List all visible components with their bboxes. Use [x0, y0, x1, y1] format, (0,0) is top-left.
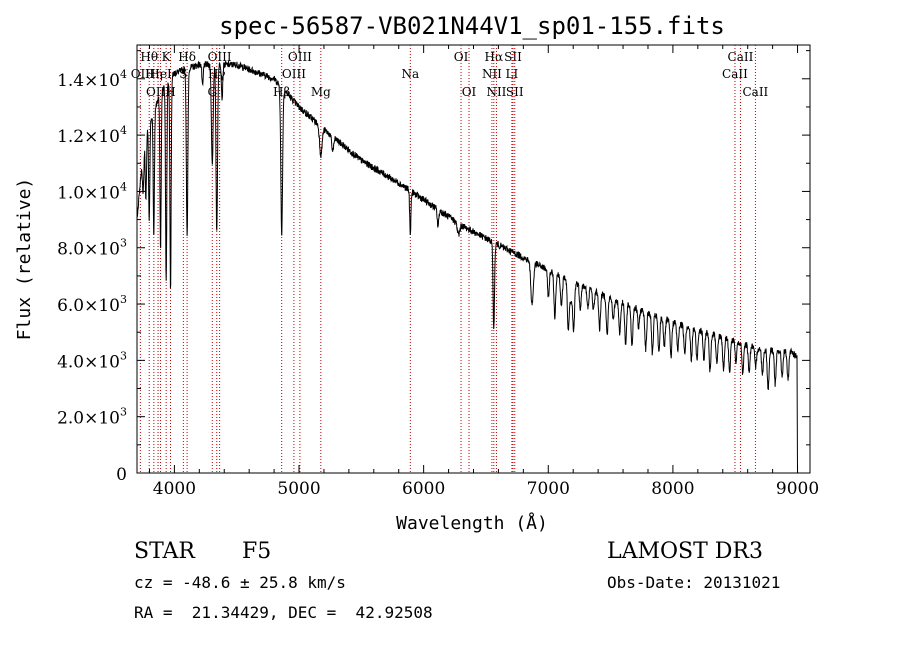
- line-marker-label: Hα: [485, 50, 504, 64]
- line-marker-label: CaII: [728, 50, 754, 64]
- y-tick-label: 8.0×103: [57, 237, 127, 260]
- line-marker-label: NII: [486, 85, 506, 99]
- survey-name: LAMOST DR3: [607, 539, 763, 564]
- y-tick-mantissa: 6.0×10: [57, 296, 120, 316]
- observation-date: Obs-Date: 20131021: [607, 573, 781, 592]
- object-subclass: F5: [242, 539, 272, 564]
- x-tick-label: 9000: [776, 479, 819, 499]
- line-marker-label: OI: [454, 50, 469, 64]
- line-marker-label: G: [207, 85, 217, 99]
- y-tick-label: 1.2×104: [57, 124, 127, 147]
- line-marker-label: OII: [131, 67, 151, 81]
- y-axis-label: Flux (relative): [14, 178, 35, 341]
- line-marker-label: CaII: [742, 85, 768, 99]
- y-tick-label: 0: [116, 465, 127, 485]
- line-marker-label: Hδ: [178, 50, 196, 64]
- y-tick-mantissa: 0: [116, 465, 127, 485]
- line-marker-label: S: [179, 67, 187, 81]
- y-tick-mantissa: 2.0×10: [57, 409, 120, 429]
- y-tick-mantissa: 4.0×10: [57, 352, 120, 372]
- x-tick-label: 6000: [402, 479, 445, 499]
- y-tick-label: 6.0×103: [57, 293, 127, 316]
- x-tick-label: 5000: [277, 479, 320, 499]
- plot-frame: [136, 44, 811, 474]
- y-tick-exponent: 4: [120, 124, 127, 137]
- line-marker-label: SII: [504, 50, 522, 64]
- y-tick-exponent: 3: [120, 293, 127, 306]
- y-tick-exponent: 3: [120, 349, 127, 362]
- y-tick-label: 1.4×104: [57, 68, 127, 91]
- redshift-velocity: cz = -48.6 ± 25.8 km/s: [134, 573, 346, 592]
- line-marker-label: Na: [401, 67, 419, 81]
- line-marker-label: OIII: [282, 67, 306, 81]
- spectrum-line: [136, 60, 798, 474]
- line-marker-label: LI: [506, 67, 519, 81]
- y-tick-exponent: 3: [120, 406, 127, 419]
- y-tick-mantissa: 1.2×10: [57, 127, 120, 147]
- line-marker-label: Hβ: [273, 85, 290, 99]
- line-marker-label: SII: [506, 85, 524, 99]
- object-class: STAR: [134, 539, 195, 564]
- y-tick-mantissa: 1.4×10: [57, 71, 120, 91]
- y-tick-exponent: 4: [120, 68, 127, 81]
- y-tick-label: 4.0×103: [57, 349, 127, 372]
- axis-ticks: 4000 5000 6000 7000 8000 900002.0×1034.0×1036…: [57, 45, 819, 499]
- line-marker-label: K: [162, 50, 172, 64]
- x-axis-label: Wavelength (Å): [396, 512, 548, 534]
- y-tick-label: 1.0×104: [57, 180, 127, 203]
- y-tick-exponent: 3: [120, 237, 127, 250]
- x-tick-label: 4000: [153, 479, 196, 499]
- y-tick-mantissa: 8.0×10: [57, 240, 120, 260]
- y-tick-label: 2.0×103: [57, 406, 127, 429]
- line-marker-label: HeI: [149, 67, 172, 81]
- coordinates: RA = 21.34429, DEC = 42.92508: [134, 603, 433, 622]
- x-tick-label: 7000: [527, 479, 570, 499]
- line-marker-label: NII: [482, 67, 502, 81]
- line-marker-label: CaII: [722, 67, 748, 81]
- line-marker-label: Hη: [145, 67, 163, 81]
- x-tick-label: 8000: [651, 479, 694, 499]
- y-tick-exponent: 4: [120, 180, 127, 193]
- line-marker-label: H: [165, 85, 175, 99]
- line-marker-label: OI: [462, 85, 477, 99]
- line-marker-label: Mg: [311, 85, 331, 99]
- line-marker-label: Hθ: [140, 50, 158, 64]
- y-tick-mantissa: 1.0×10: [57, 183, 120, 203]
- chart-title: spec-56587-VB021N44V1_sp01-155.fits: [219, 12, 725, 40]
- line-marker-label: OIII: [288, 50, 312, 64]
